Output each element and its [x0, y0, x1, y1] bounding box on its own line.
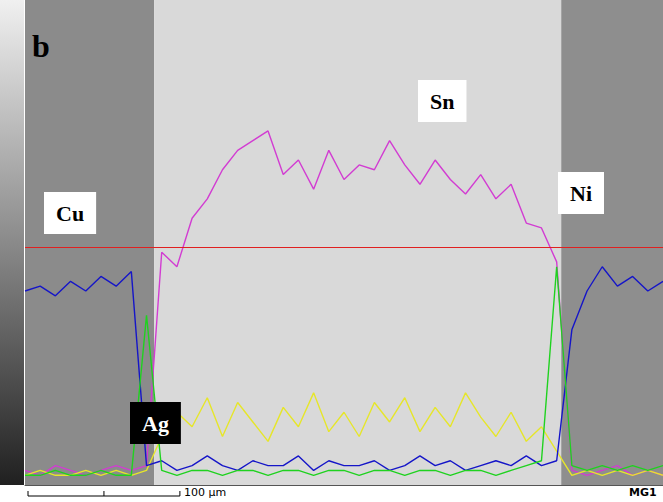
- svg-text:Ni: Ni: [570, 181, 592, 206]
- svg-text:b: b: [32, 28, 50, 64]
- svg-text:Sn: Sn: [430, 89, 454, 114]
- svg-text:MG1: MG1: [629, 486, 657, 499]
- svg-text:Ag: Ag: [142, 411, 169, 436]
- svg-text:100 μm: 100 μm: [184, 486, 226, 499]
- svg-text:Cu: Cu: [56, 201, 84, 226]
